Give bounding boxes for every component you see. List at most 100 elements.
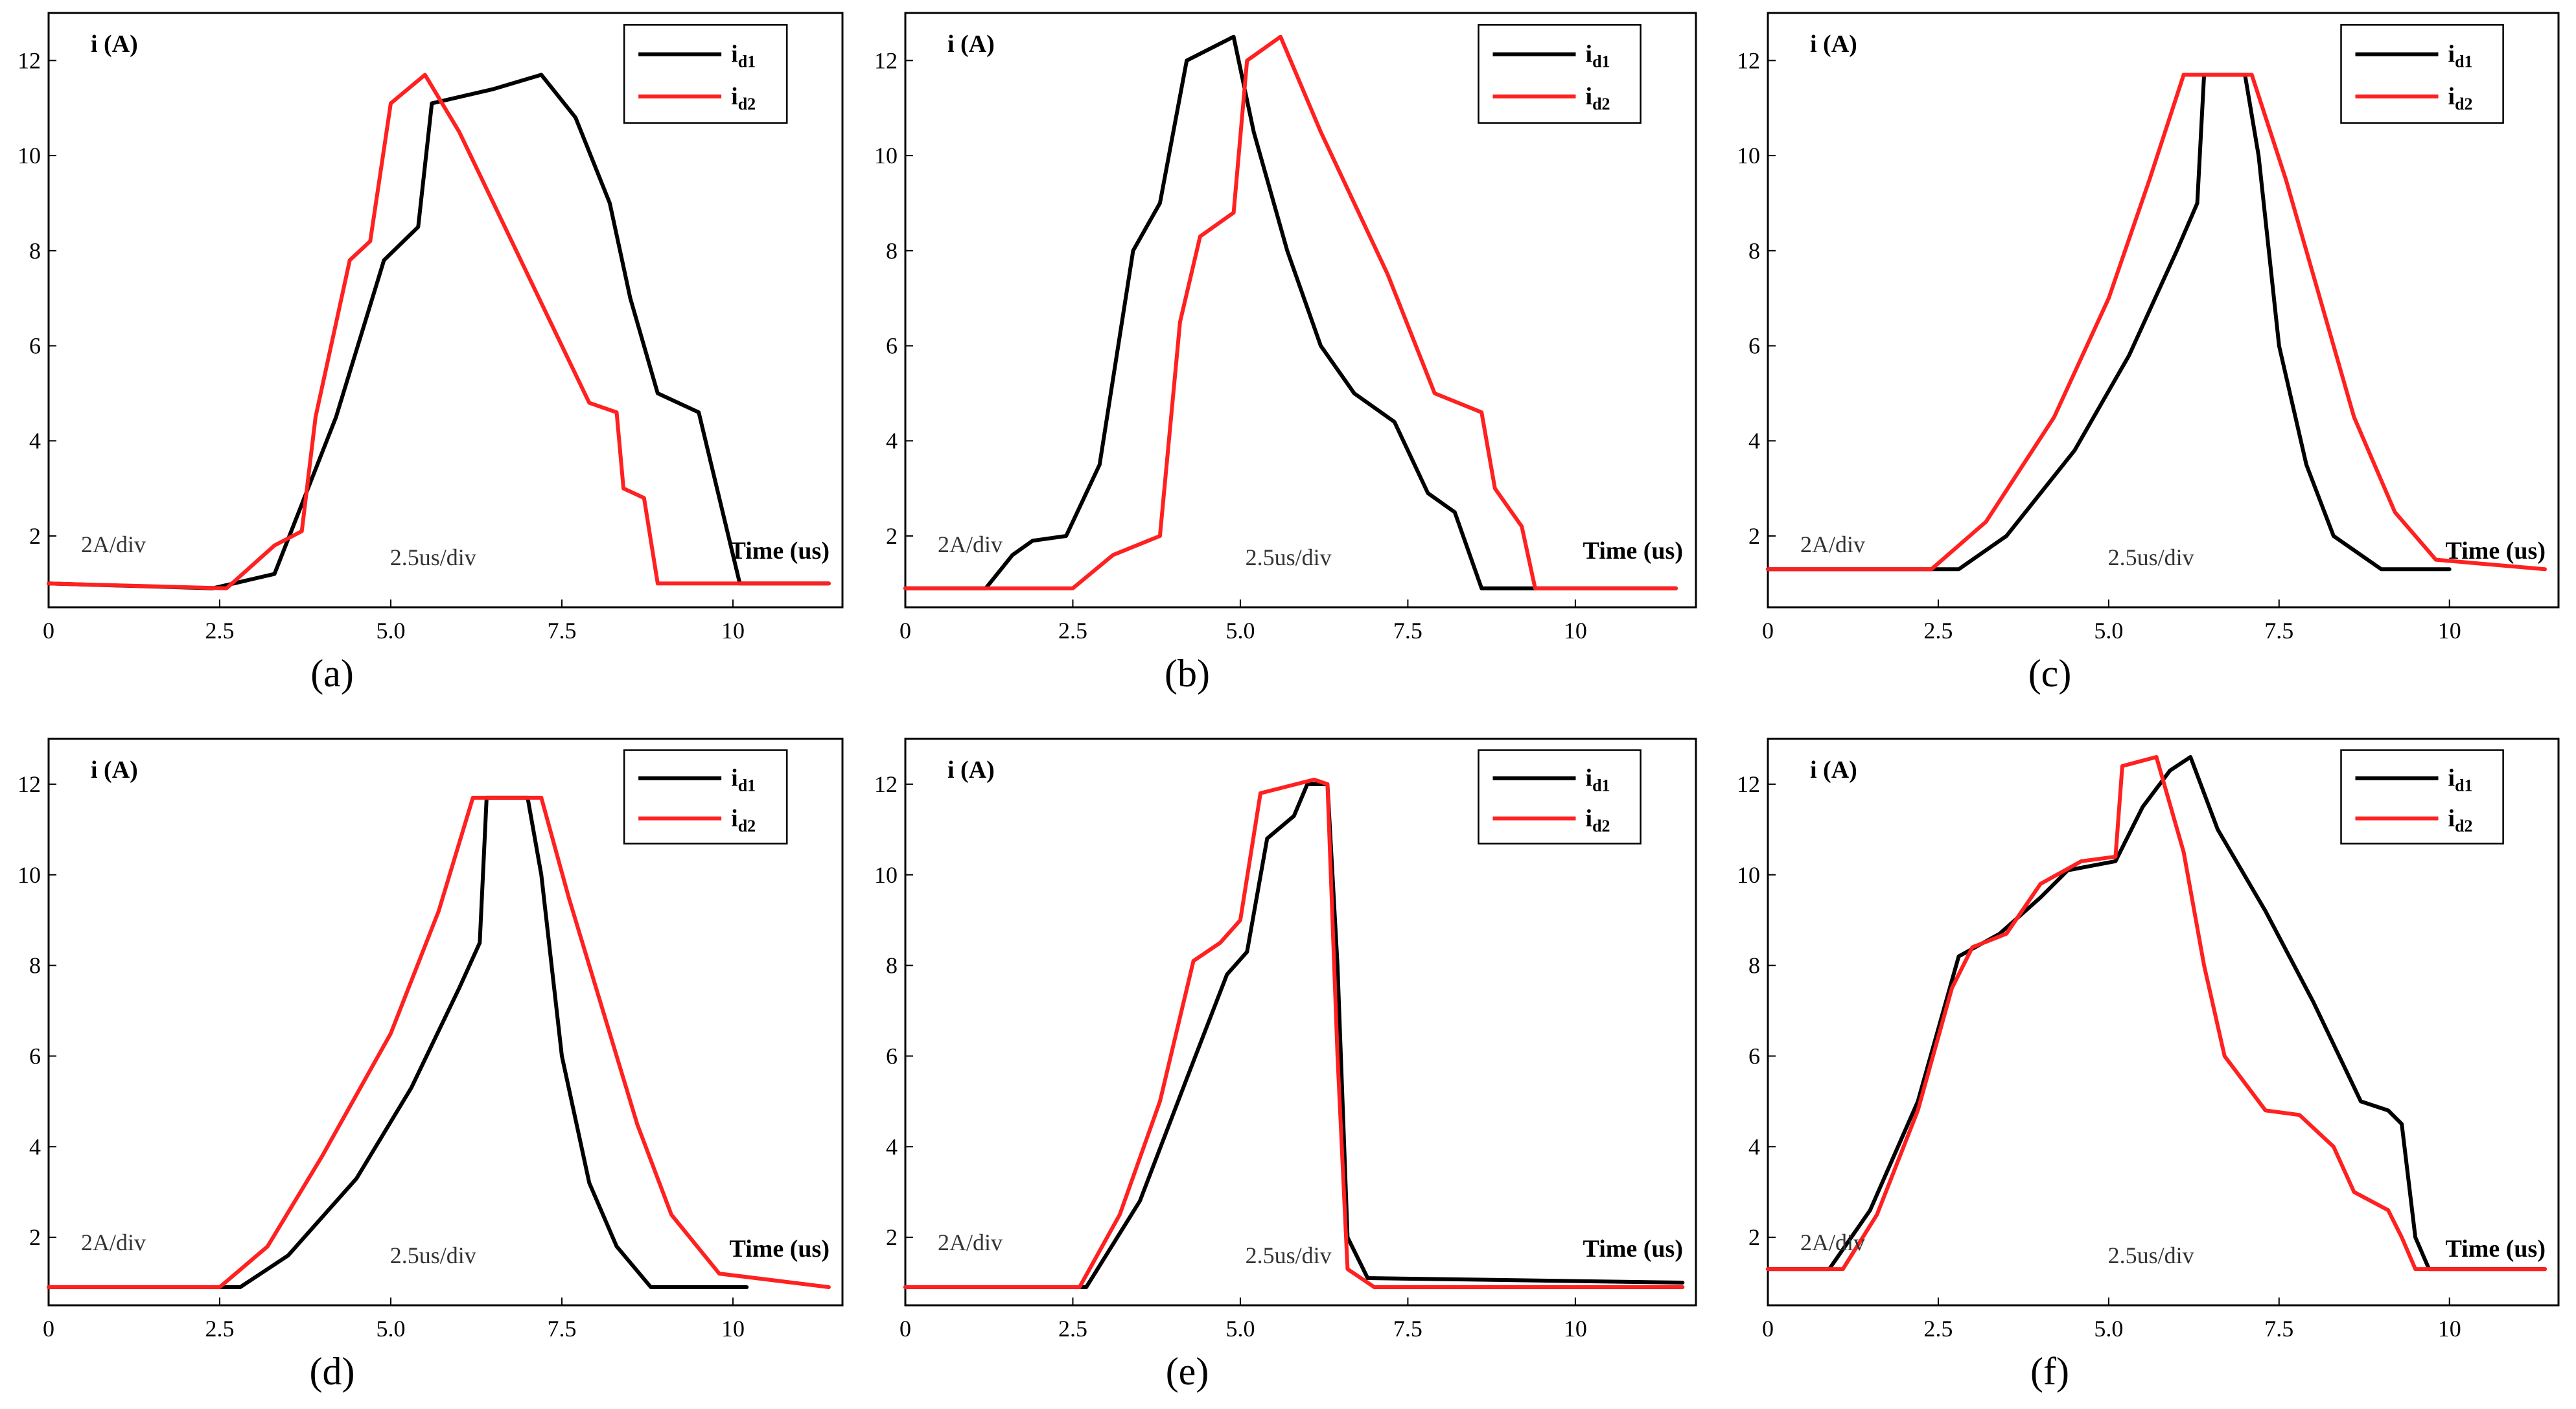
x-axis-label: Time (us) [2446, 1235, 2546, 1263]
x-tick-label: 0 [1762, 1316, 1774, 1342]
x-tick-label: 2.5 [1058, 618, 1087, 644]
y-axis-label: i (A) [1810, 756, 1857, 784]
x-scale-note: 2.5us/div [390, 544, 476, 570]
legend-box [1478, 749, 1642, 844]
series-line-id2 [1766, 73, 2547, 572]
series-line-id2 [47, 795, 831, 1289]
chart-panel: 2 4 6 8 10 12 0 2.5 5.0 7.5 10 i (A) Time (us) 2A/div… [874, 12, 1697, 695]
x-tick-label: 5.0 [377, 618, 406, 644]
legend-label-id2: id2 [731, 83, 756, 113]
y-tick-label: 4 [1748, 428, 1760, 454]
series-line-id2 [903, 777, 1685, 1289]
x-axis-label: Time (us) [1583, 537, 1683, 565]
legend-label-subscript: d2 [738, 817, 756, 835]
x-tick-label: 7.5 [548, 618, 577, 644]
legend-label-main: i [2448, 41, 2455, 68]
y-tick-label: 12 [874, 47, 898, 73]
y-tick-label: 10 [17, 143, 41, 169]
legend-label-main: i [2448, 765, 2455, 792]
x-tick-label: 2.5 [1058, 1316, 1087, 1342]
legend-label-subscript: d1 [2455, 776, 2472, 795]
legend-label-id2: id2 [731, 805, 756, 835]
x-axis-label: Time (us) [1583, 1235, 1683, 1263]
y-tick-label: 10 [1737, 143, 1760, 169]
chart-panel: 2 4 6 8 10 12 0 2.5 5.0 7.5 10 i (A) Time (us) 2A/div… [874, 738, 1697, 1393]
legend-label-main: i [731, 83, 738, 110]
legend-label-id1: id1 [2448, 765, 2473, 795]
y-axis-label: i (A) [91, 756, 138, 784]
x-tick-label: 2.5 [1923, 1316, 1953, 1342]
x-tick-label: 7.5 [548, 1316, 577, 1342]
chart-panel: 2 4 6 8 10 12 0 2.5 5.0 7.5 10 i (A) Time (us) 2A/div… [17, 12, 844, 695]
y-scale-note: 2A/div [1800, 1229, 1865, 1255]
x-tick-label: 5.0 [1225, 618, 1255, 644]
y-axis-label: i (A) [947, 30, 995, 58]
y-scale-note: 2A/div [938, 531, 1003, 557]
legend-label-subscript: d2 [738, 95, 756, 113]
legend-label-id2: id2 [1586, 805, 1610, 835]
x-tick-label: 5.0 [2094, 1316, 2123, 1342]
legend-box [623, 749, 788, 844]
x-tick-label: 7.5 [1393, 618, 1422, 644]
series-line-id1 [1766, 73, 2452, 572]
y-axis-label: i (A) [91, 30, 138, 58]
y-tick-label: 6 [886, 1043, 898, 1069]
panel-label: (d) [310, 1350, 355, 1393]
y-tick-label: 6 [1748, 333, 1760, 359]
x-tick-label: 10 [2438, 1316, 2461, 1342]
x-tick-label: 2.5 [205, 618, 235, 644]
x-tick-label: 0 [43, 618, 54, 644]
y-tick-label: 12 [17, 47, 41, 73]
y-tick-label: 8 [29, 953, 41, 979]
x-tick-label: 5.0 [2094, 618, 2123, 644]
x-tick-label: 5.0 [377, 1316, 406, 1342]
panel-label: (f) [2030, 1350, 2069, 1393]
legend-label-main: i [2448, 805, 2455, 832]
legend-label-id1: id1 [1586, 41, 1610, 71]
x-tick-label: 2.5 [205, 1316, 235, 1342]
x-tick-label: 2.5 [1923, 618, 1953, 644]
y-scale-note: 2A/div [81, 1229, 146, 1255]
legend-label-subscript: d1 [738, 52, 756, 71]
legend-label-main: i [2448, 83, 2455, 110]
legend-label-id1: id1 [2448, 41, 2473, 71]
y-tick-label: 4 [1748, 1134, 1760, 1159]
series-line-id2 [47, 73, 831, 590]
y-axis-label: i (A) [1810, 30, 1857, 58]
legend: id1 id2 [623, 24, 788, 124]
y-tick-label: 12 [17, 771, 41, 797]
legend-label-subscript: d2 [2455, 817, 2472, 835]
x-tick-label: 10 [2438, 618, 2461, 644]
y-tick-label: 8 [886, 238, 898, 264]
legend-box [2340, 24, 2504, 124]
x-tick-label: 0 [1762, 618, 1774, 644]
legend-box [1478, 24, 1642, 124]
y-tick-label: 2 [886, 1224, 898, 1250]
x-scale-note: 2.5us/div [2108, 544, 2194, 570]
y-tick-label: 4 [886, 1134, 898, 1159]
series-line-id2 [1766, 755, 2547, 1272]
x-tick-label: 0 [899, 1316, 911, 1342]
legend-label-id1: id1 [731, 41, 756, 71]
x-tick-label: 10 [1564, 1316, 1587, 1342]
x-scale-note: 2.5us/div [1246, 1242, 1332, 1268]
legend-label-main: i [1586, 41, 1593, 68]
legend-label-main: i [1586, 83, 1593, 110]
y-tick-label: 6 [29, 1043, 41, 1069]
legend-label-id1: id1 [1586, 765, 1610, 795]
legend-label-id2: id2 [2448, 805, 2473, 835]
y-scale-note: 2A/div [1800, 531, 1865, 557]
series-line-id2 [903, 34, 1678, 590]
series-line-id1 [47, 795, 749, 1289]
plot-frame [904, 12, 1697, 609]
legend-label-subscript: d1 [1592, 52, 1610, 71]
plot-frame [47, 738, 844, 1307]
legend-box [2340, 749, 2504, 844]
y-tick-label: 10 [1737, 862, 1760, 888]
legend-label-main: i [731, 805, 738, 832]
y-tick-label: 10 [874, 143, 898, 169]
x-tick-label: 0 [899, 618, 911, 644]
x-axis-label: Time (us) [730, 1235, 830, 1263]
